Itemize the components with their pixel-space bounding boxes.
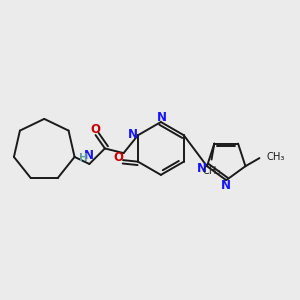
Text: N: N <box>221 179 231 192</box>
Text: H: H <box>80 153 88 164</box>
Text: N: N <box>128 128 138 141</box>
Text: N: N <box>197 162 207 175</box>
Text: CH₃: CH₃ <box>266 152 285 162</box>
Text: O: O <box>113 151 123 164</box>
Text: N: N <box>84 149 94 162</box>
Text: CH₃: CH₃ <box>202 167 221 176</box>
Text: O: O <box>90 123 100 136</box>
Text: N: N <box>157 110 167 124</box>
